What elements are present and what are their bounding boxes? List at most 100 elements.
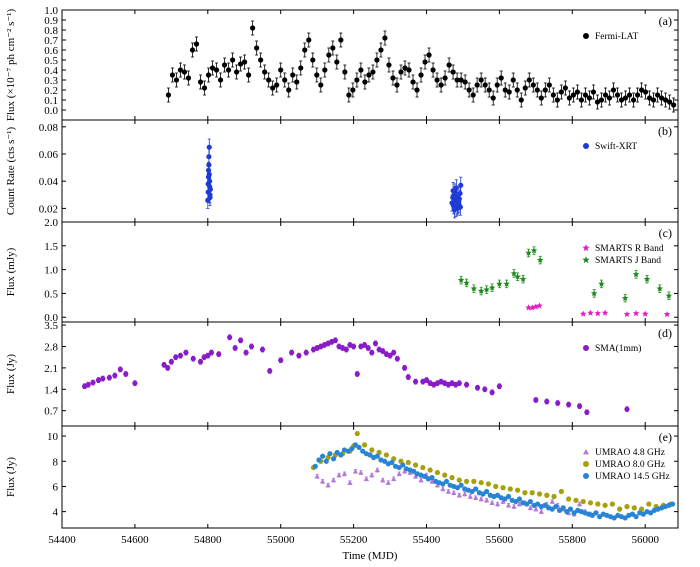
y-tick-label: 0.0 [44, 312, 58, 324]
x-tick-label: 55800 [559, 534, 587, 546]
data-point [402, 365, 408, 371]
data-point [595, 501, 601, 507]
data-point [367, 452, 373, 458]
data-point [225, 67, 232, 73]
legend-marker [583, 461, 589, 467]
x-axis-label: Time (MJD) [343, 550, 398, 562]
data-point [320, 478, 326, 484]
data-point [466, 87, 472, 93]
y-tick-label: 0.04 [39, 176, 59, 188]
legend-label: Swift-XRT [595, 141, 637, 152]
data-point [560, 505, 566, 511]
data-point [278, 357, 284, 363]
data-point [505, 502, 512, 508]
data-point [221, 62, 228, 68]
data-point [494, 82, 500, 88]
data-point [489, 500, 495, 505]
data-point [385, 480, 391, 485]
data-point [478, 480, 484, 486]
data-point [458, 482, 464, 488]
data-point [478, 77, 484, 83]
data-point [505, 493, 512, 500]
data-point [165, 365, 171, 371]
data-point [587, 309, 594, 316]
x-tick-label: 54800 [194, 534, 222, 546]
data-point [362, 79, 368, 85]
data-point [474, 82, 480, 88]
data-point [391, 349, 397, 356]
panel-frame [61, 425, 679, 529]
data-point [533, 397, 539, 403]
data-point [418, 477, 424, 483]
data-point [193, 41, 200, 47]
data-point [622, 515, 628, 521]
legend: SMA(1mm) [583, 343, 641, 354]
data-point [463, 382, 470, 388]
data-point [372, 340, 379, 347]
data-point [502, 496, 508, 502]
data-point [586, 95, 593, 101]
data-point [434, 482, 441, 488]
data-point [456, 492, 462, 498]
data-point [510, 77, 516, 83]
data-point [400, 462, 406, 468]
data-point [349, 446, 355, 452]
data-point [406, 67, 412, 73]
data-point [216, 351, 222, 357]
data-point [434, 469, 441, 476]
panel-frame [61, 9, 679, 121]
data-point [488, 284, 496, 291]
data-point [536, 491, 543, 497]
data-point [463, 478, 470, 485]
data-point [454, 485, 461, 491]
y-tick-label: 1.4 [44, 384, 58, 396]
data-point [658, 95, 665, 101]
data-point [316, 457, 322, 463]
data-point [326, 52, 332, 58]
data-point [529, 304, 536, 311]
data-point [590, 290, 598, 297]
data-point [242, 59, 248, 65]
data-point [209, 65, 216, 71]
data-point [537, 256, 544, 263]
panel-label: (c) [659, 226, 672, 240]
data-point [290, 72, 296, 78]
data-point [374, 453, 380, 459]
data-point [534, 87, 540, 93]
y-tick-label: 0.02 [39, 203, 58, 215]
data-point [423, 377, 430, 383]
data-point [558, 89, 564, 95]
data-point [248, 343, 255, 350]
data-point [623, 311, 631, 318]
data-point [161, 362, 167, 368]
data-point [369, 447, 375, 453]
data-point [542, 87, 548, 93]
data-point [213, 67, 220, 73]
data-point [529, 490, 535, 496]
data-point [366, 72, 372, 78]
data-point [354, 77, 360, 83]
data-point [405, 374, 411, 380]
data-point [669, 501, 676, 507]
data-point [412, 379, 419, 385]
data-point [496, 280, 503, 287]
data-point [482, 386, 488, 392]
data-point [589, 512, 595, 519]
data-point [450, 188, 456, 194]
data-point [177, 67, 184, 73]
data-point [632, 271, 640, 278]
data-point [398, 69, 404, 75]
data-point [532, 303, 540, 310]
data-point [343, 346, 349, 353]
data-point [360, 448, 366, 454]
data-point [197, 359, 204, 365]
data-point [282, 77, 288, 83]
data-point [654, 92, 661, 98]
data-point [286, 87, 292, 93]
data-point [402, 65, 408, 71]
data-point [643, 275, 651, 282]
data-point [671, 102, 677, 108]
data-point [358, 67, 364, 73]
data-point [457, 276, 465, 283]
data-point [554, 97, 560, 103]
